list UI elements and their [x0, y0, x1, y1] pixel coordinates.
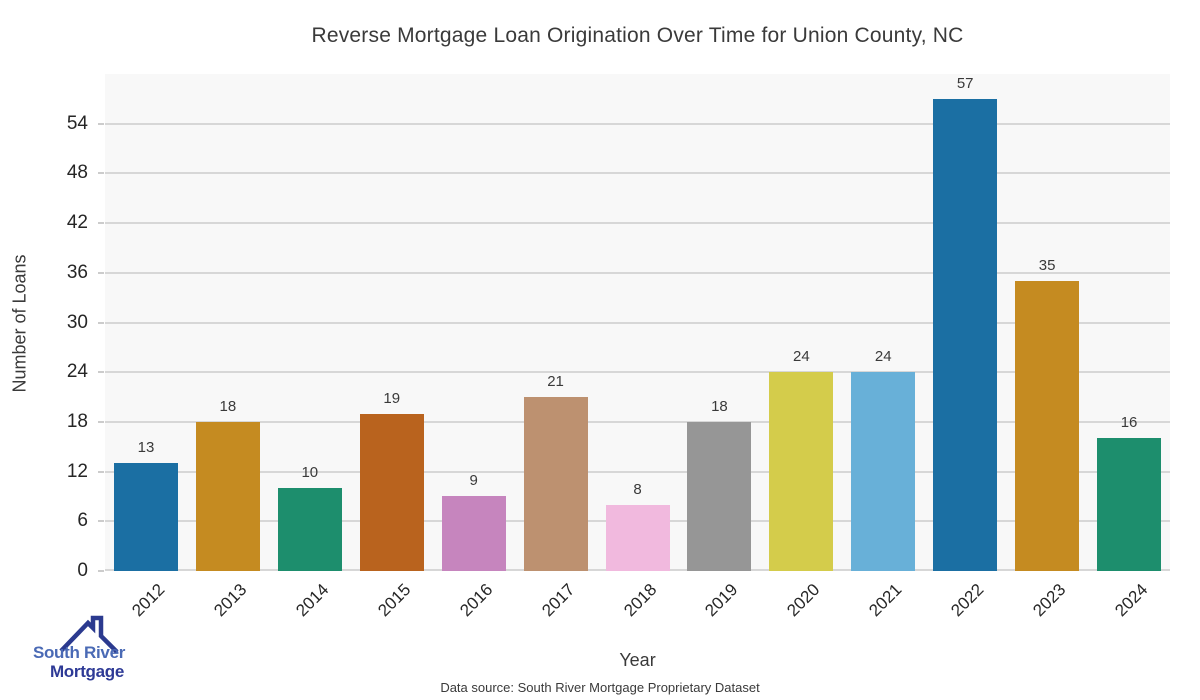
bar-value-label: 18 — [219, 397, 237, 415]
x-tick-label: 2022 — [947, 580, 988, 621]
y-tick-label: 36 — [66, 261, 88, 283]
x-tick-label: 2024 — [1111, 580, 1152, 621]
bar-2022 — [933, 98, 998, 571]
y-tick-label: 30 — [66, 311, 88, 333]
bar-2021 — [851, 372, 916, 571]
x-tick-label: 2013 — [210, 580, 251, 621]
bar-value-label: 19 — [383, 389, 401, 407]
gridline — [105, 172, 1170, 175]
y-tick-label: 24 — [66, 361, 88, 383]
bar-value-label: 16 — [1120, 414, 1138, 432]
y-tick-mark — [98, 122, 104, 125]
bar-2017 — [523, 397, 588, 571]
house-roof-icon — [59, 615, 119, 654]
data-source-note: Data source: South River Mortgage Propri… — [440, 680, 760, 695]
plot-area — [105, 74, 1170, 571]
y-tick-mark — [98, 271, 104, 274]
bar-2014 — [277, 488, 342, 571]
logo-text-south-river: South River — [32, 643, 126, 662]
bar-value-label: 35 — [1038, 257, 1056, 275]
y-tick-mark — [98, 420, 104, 423]
x-tick-label: 2014 — [292, 580, 333, 621]
x-tick-label: 2020 — [783, 580, 824, 621]
y-tick-label: 42 — [66, 212, 88, 234]
gridline — [105, 420, 1170, 423]
y-tick-mark — [98, 371, 104, 374]
gridline — [105, 122, 1170, 125]
logo-text-mortgage: Mortgage — [49, 662, 125, 681]
x-axis-title: Year — [619, 650, 656, 670]
y-tick-mark — [98, 520, 104, 523]
y-tick-mark — [98, 570, 104, 572]
x-tick-label: 2017 — [537, 580, 578, 621]
bar-2018 — [605, 504, 670, 571]
x-tick-label: 2019 — [701, 580, 742, 621]
gridline — [105, 321, 1170, 324]
gridline — [105, 371, 1170, 374]
bar-value-label: 21 — [547, 373, 564, 391]
bar-value-label: 10 — [301, 464, 319, 482]
gridline — [105, 470, 1170, 473]
bar-2015 — [359, 413, 424, 571]
y-tick-mark — [98, 470, 104, 473]
x-tick-label: 2016 — [455, 580, 497, 621]
x-tick-label: 2018 — [619, 580, 660, 621]
bar-value-label: 57 — [956, 74, 974, 92]
bar-2019 — [687, 421, 752, 571]
y-tick-mark — [98, 321, 104, 324]
gridline — [105, 222, 1170, 225]
bar-2013 — [195, 421, 260, 571]
gridline — [105, 271, 1170, 274]
bar-value-label: 24 — [793, 348, 810, 366]
x-tick-label: 2023 — [1029, 580, 1070, 621]
bar-value-label: 18 — [711, 397, 728, 415]
bar-value-label: 13 — [137, 439, 155, 457]
y-tick-label: 48 — [66, 162, 88, 184]
bar-2024 — [1097, 438, 1162, 571]
y-tick-label: 12 — [66, 460, 88, 482]
bar-2012 — [113, 463, 178, 571]
bar-2023 — [1015, 281, 1080, 571]
bar-value-label: 24 — [874, 348, 892, 366]
chart-title: Reverse Mortgage Loan Origination Over T… — [311, 24, 964, 47]
y-tick-label: 54 — [66, 112, 88, 134]
bar-2020 — [769, 372, 834, 571]
y-tick-label: 6 — [77, 510, 88, 532]
y-tick-mark — [98, 222, 104, 225]
bar-value-label: 9 — [469, 472, 478, 490]
y-tick-mark — [98, 172, 104, 175]
x-tick-label: 2015 — [373, 580, 415, 621]
y-tick-label: 18 — [66, 410, 88, 432]
company-logo: South River Mortgage — [20, 606, 140, 684]
bar-2016 — [441, 496, 506, 571]
y-tick-label: 0 — [77, 560, 88, 581]
bar-value-label: 8 — [633, 480, 642, 498]
x-tick-label: 2021 — [865, 580, 906, 621]
